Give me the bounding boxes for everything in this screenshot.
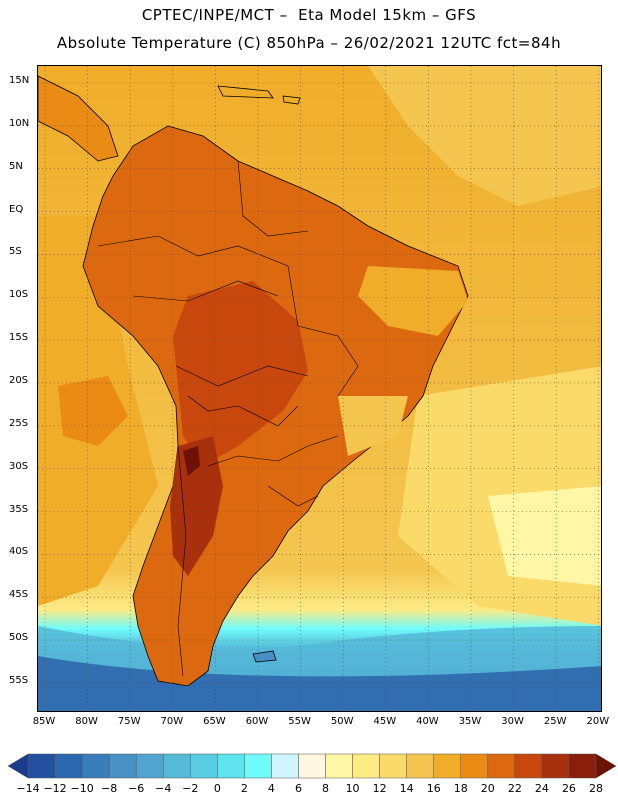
colorbar-tick-label: −4	[155, 782, 172, 795]
atlantic-cool-patch	[488, 486, 601, 586]
colorbar-tick-label: 0	[213, 782, 221, 795]
colorbar-tick-label: 12	[372, 782, 387, 795]
pacific-warm-core	[58, 376, 128, 446]
temperature-colorbar	[8, 753, 616, 779]
colorbar-swatch	[298, 753, 326, 779]
map-canvas	[38, 66, 601, 711]
colorbar-swatch	[541, 753, 570, 779]
longitude-label: 45W	[373, 716, 397, 727]
colorbar-tick-label: 4	[267, 782, 275, 795]
colorbar-tick-label: 20	[480, 782, 495, 795]
longitude-label: 30W	[501, 716, 524, 727]
colorbar-tick-label: −12	[43, 782, 67, 795]
colorbar-swatch	[135, 753, 164, 779]
southeast-mild	[338, 396, 408, 456]
longitude-label: 25W	[543, 716, 567, 727]
colorbar-swatch	[352, 753, 380, 779]
colorbar-tick-label: 2	[240, 782, 248, 795]
colorbar-swatch	[514, 753, 543, 779]
latitude-label: 10N	[9, 117, 30, 129]
colorbar-swatch	[81, 753, 110, 779]
colorbar-tick-label: 18	[453, 782, 468, 795]
colorbar-swatch	[433, 753, 462, 779]
colorbar-swatch	[108, 753, 137, 779]
andes-foothills-hot	[170, 436, 223, 576]
colorbar-swatch	[217, 753, 245, 779]
temperature-map	[37, 65, 602, 712]
longitude-label: 20W	[586, 716, 610, 727]
colorbar-tick-label: 6	[294, 782, 302, 795]
latitude-label: 15S	[9, 332, 29, 344]
colorbar-tick-label: 24	[534, 782, 549, 795]
colorbar-swatch	[379, 753, 407, 779]
atlantic-north-mild	[368, 66, 601, 206]
colorbar-tick-label: 14	[399, 782, 414, 795]
colorbar-tick-label: 28	[589, 782, 603, 795]
longitude-label: 65W	[203, 716, 226, 727]
colorbar-swatch	[325, 753, 353, 779]
colorbar-tick-label: −2	[182, 782, 199, 795]
cold-band-deep	[38, 656, 601, 711]
caribbean-island	[217, 85, 274, 99]
longitude-label: 85W	[32, 716, 56, 727]
longitude-label: 35W	[458, 716, 482, 727]
colorbar-tick-label: 22	[507, 782, 522, 795]
interior-hot-zone	[173, 281, 308, 466]
colorbar-swatch	[271, 753, 299, 779]
colorbar-tick-label: −6	[128, 782, 145, 795]
longitude-label: 60W	[245, 716, 269, 727]
colorbar-tick-label: −14	[16, 782, 40, 795]
colorbar-swatch	[27, 753, 56, 779]
colorbar-tick-label: −10	[70, 782, 94, 795]
colorbar-swatch	[190, 753, 218, 779]
latitude-label: 40S	[9, 546, 29, 558]
latitude-label: 30S	[9, 460, 29, 472]
colorbar-tick-label: 26	[561, 782, 576, 795]
latitude-label: 35S	[9, 503, 29, 515]
colorbar-tick-label: 16	[426, 782, 441, 795]
central-america	[38, 75, 119, 162]
latitude-label: 25S	[9, 417, 29, 429]
country-borders	[97, 160, 359, 677]
latitude-label: 50S	[9, 632, 29, 644]
hottest-core	[183, 446, 200, 476]
colorbar-swatch	[406, 753, 434, 779]
colorbar-swatch	[460, 753, 489, 779]
colorbar-swatch	[54, 753, 83, 779]
latitude-label: 10S	[9, 289, 29, 301]
longitude-label: 70W	[160, 716, 184, 727]
colorbar-swatch	[162, 753, 191, 779]
colorbar-swatch	[244, 753, 272, 779]
longitude-label: 75W	[117, 716, 141, 727]
latitude-label: 45S	[9, 589, 29, 601]
colorbar-tick-label: 10	[345, 782, 360, 795]
map-title-line-2: Absolute Temperature (C) 850hPa – 26/02/…	[56, 34, 562, 52]
colorbar-tick-label: −8	[101, 782, 118, 795]
colorbar-max-arrow	[595, 753, 616, 779]
longitude-label: 55W	[288, 716, 311, 727]
falkland-islands	[252, 650, 277, 663]
longitude-label: 50W	[330, 716, 354, 727]
latitude-label: 20S	[9, 374, 29, 386]
latitude-label: 5N	[9, 160, 23, 172]
latitude-label: 15N	[9, 75, 30, 86]
latitude-label: 55S	[9, 674, 29, 686]
longitude-label: 40W	[416, 716, 439, 727]
colorbar-swatch	[487, 753, 516, 779]
caribbean-island	[282, 95, 301, 105]
colorbar-tick-label: 8	[322, 782, 330, 795]
latitude-label: EQ	[9, 203, 24, 215]
colorbar-swatch	[568, 753, 597, 779]
map-title-line-1: CPTEC/INPE/MCT – Eta Model 15km – GFS	[141, 6, 477, 24]
latitude-label: 5S	[9, 246, 22, 258]
longitude-label: 80W	[75, 716, 98, 727]
colorbar-min-arrow	[8, 753, 29, 779]
